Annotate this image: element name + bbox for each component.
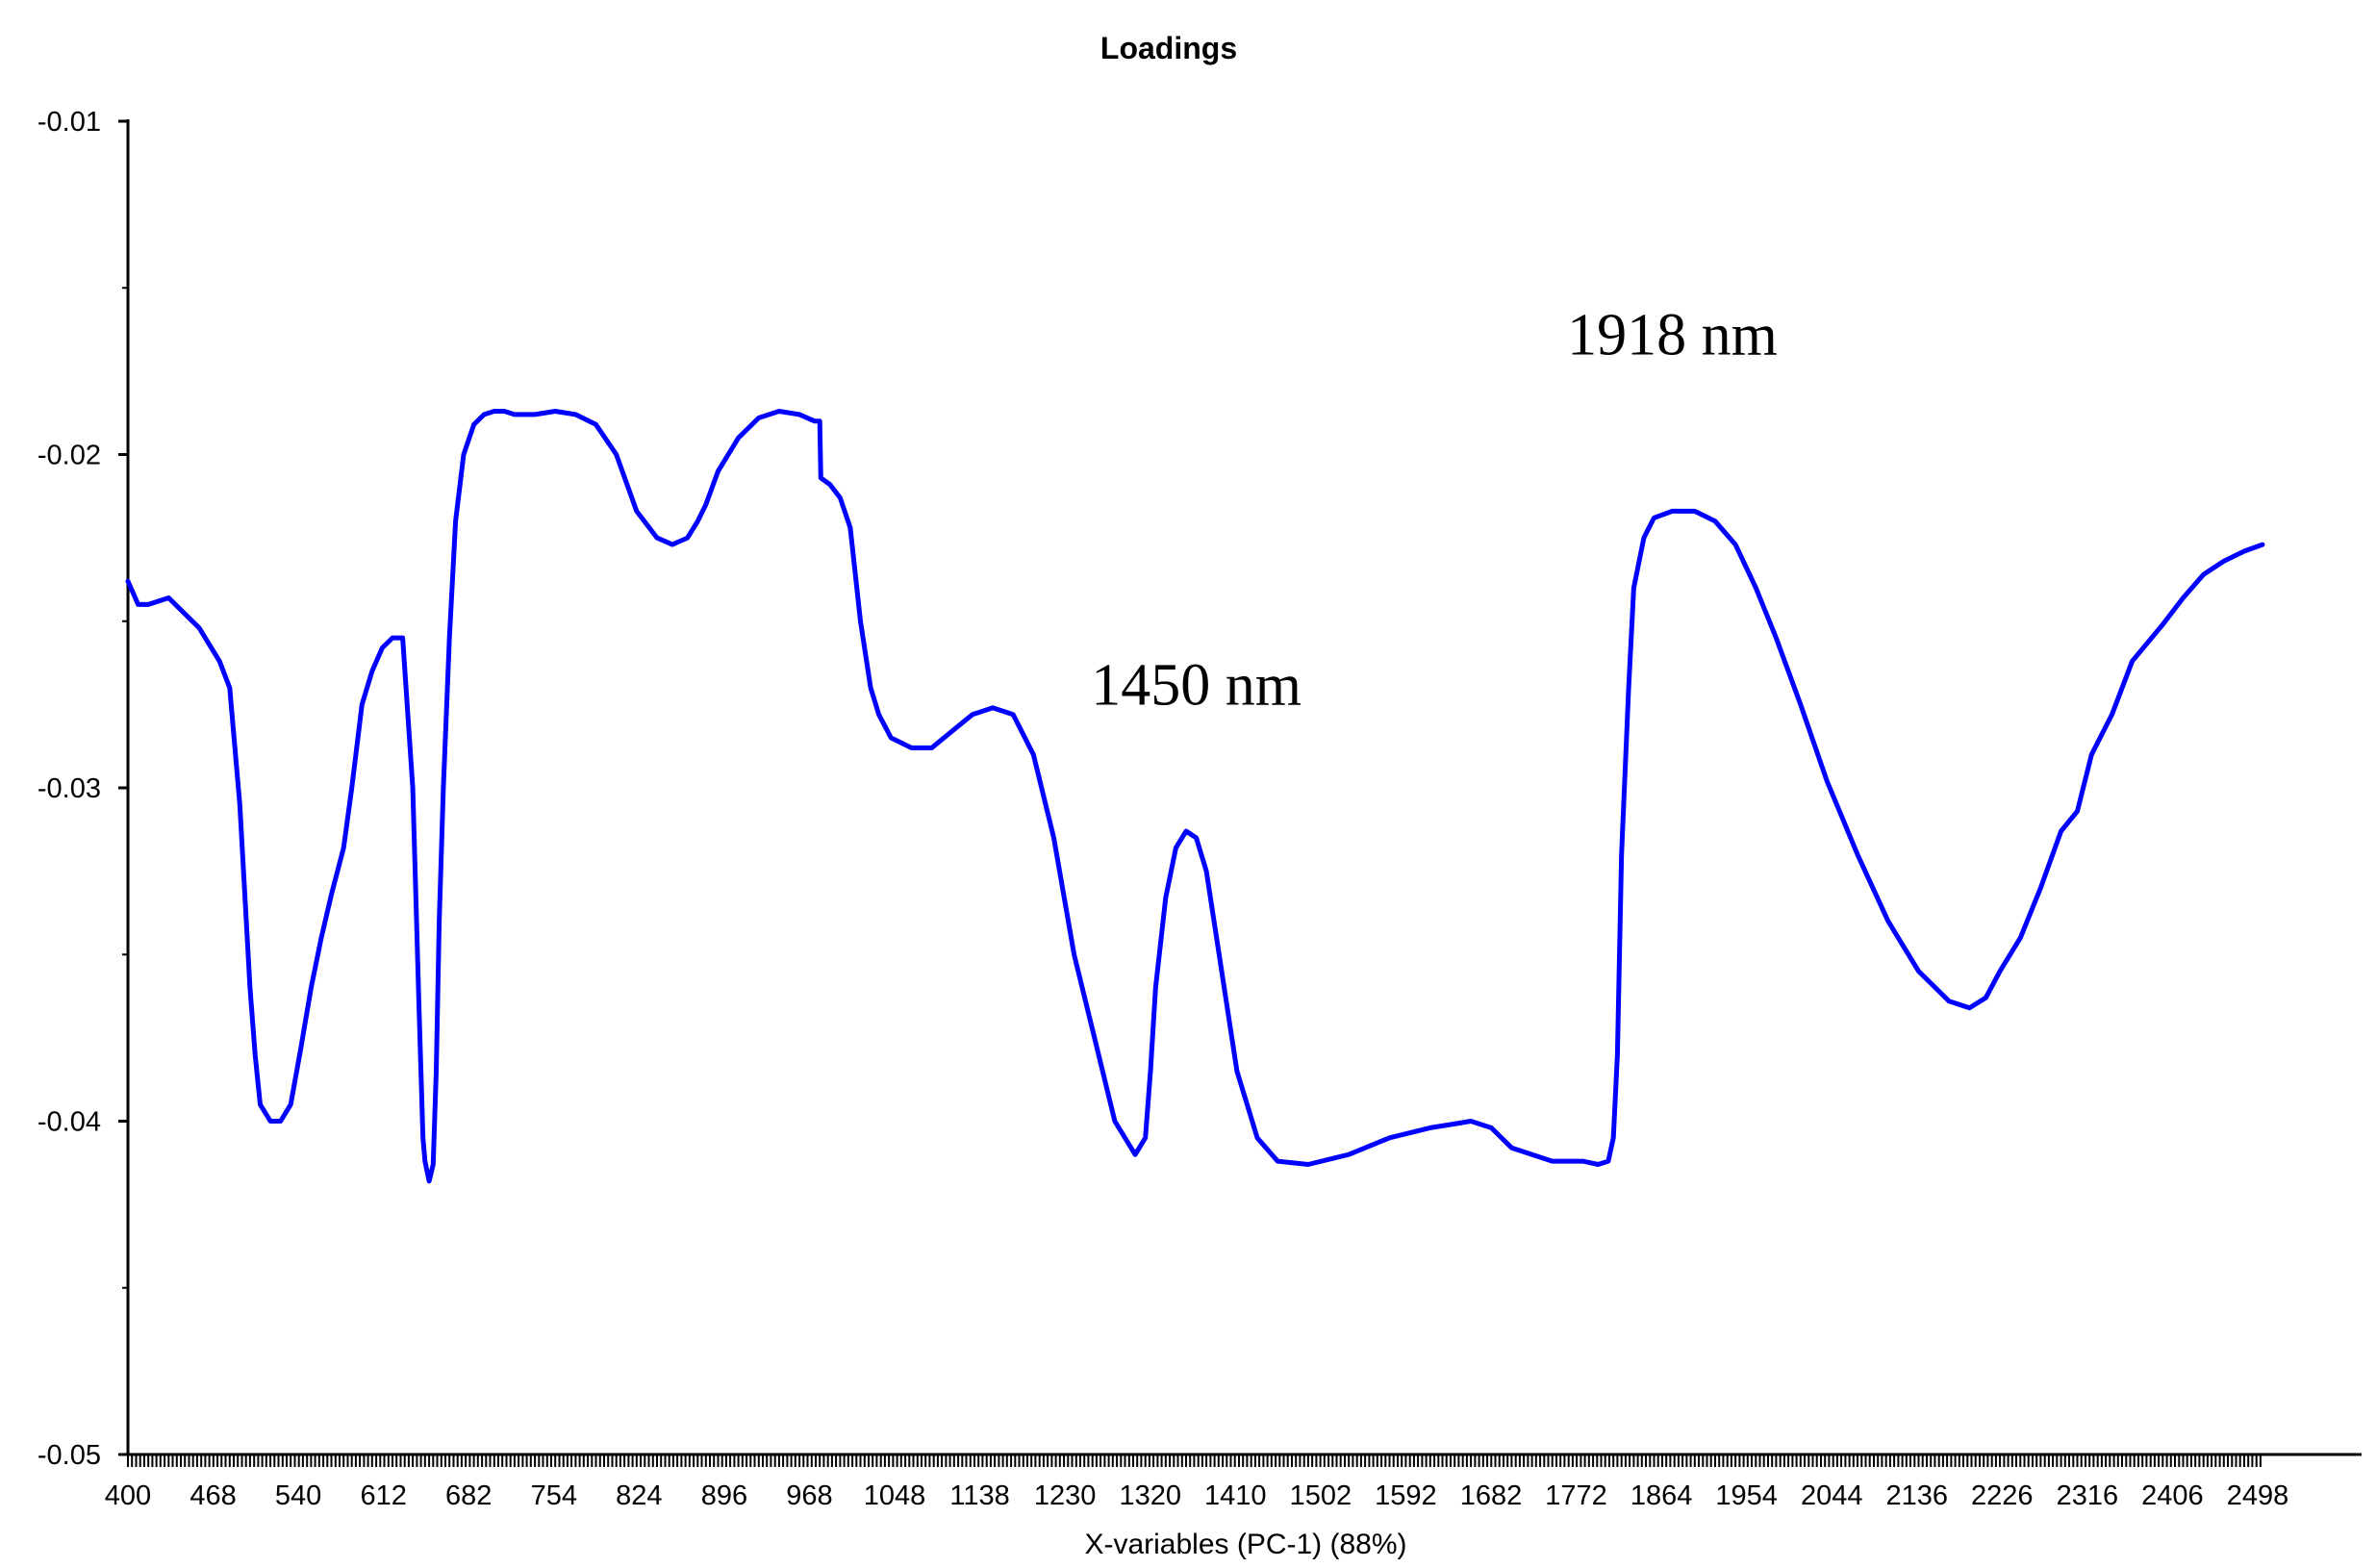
annotations: 1918 nm 1450 nm	[1091, 303, 1778, 719]
x-tick-label: 1772	[1545, 1480, 1607, 1511]
x-tick-label: 540	[275, 1480, 321, 1511]
x-tick-label: 1864	[1630, 1480, 1693, 1511]
x-tick-label: 896	[701, 1480, 747, 1511]
chart-title: Loadings	[1100, 31, 1237, 65]
x-tick-label: 2044	[1801, 1480, 1863, 1511]
y-tick-label: -0.02	[38, 441, 101, 471]
x-tick-label: 1682	[1460, 1480, 1523, 1511]
x-tick-label: 824	[616, 1480, 662, 1511]
x-axis-label: X-variables (PC-1) (88%)	[1084, 1529, 1406, 1560]
x-tick-label: 754	[531, 1480, 577, 1511]
y-tick-label: -0.01	[38, 107, 101, 138]
y-tick-label: -0.04	[38, 1107, 101, 1138]
x-tick-label: 1592	[1375, 1480, 1437, 1511]
pc1-loading-line	[125, 409, 2265, 1184]
x-tick-label: 1048	[864, 1480, 926, 1511]
x-tick-label: 1410	[1204, 1480, 1267, 1511]
x-tick-label: 682	[445, 1480, 492, 1511]
axes	[126, 119, 2362, 1467]
x-tick-label: 1954	[1715, 1480, 1778, 1511]
y-tick-label: -0.05	[38, 1440, 101, 1471]
peak-annotation: 1918 nm	[1567, 303, 1778, 368]
y-axis-ticks: -0.01 -0.02 -0.03 -0.04 -0.05	[38, 107, 128, 1471]
peak-annotation: 1450 nm	[1091, 652, 1302, 718]
x-tick-label: 2226	[1971, 1480, 2034, 1511]
x-tick-label: 1502	[1290, 1480, 1352, 1511]
plot-area	[125, 409, 2265, 1184]
x-tick-label: 1138	[949, 1480, 1009, 1511]
x-tick-label: 2406	[2141, 1480, 2204, 1511]
x-axis-minor-ticks	[127, 1455, 2262, 1467]
x-tick-label: 400	[105, 1480, 151, 1511]
y-tick-label: -0.03	[38, 773, 101, 804]
x-tick-label: 2136	[1886, 1480, 1949, 1511]
x-tick-label: 1320	[1119, 1480, 1181, 1511]
x-tick-label: 612	[360, 1480, 406, 1511]
x-tick-label: 968	[786, 1480, 832, 1511]
x-tick-label: 2498	[2227, 1480, 2289, 1511]
x-tick-label: 1230	[1034, 1480, 1097, 1511]
x-axis-ticks: 400 468 540 612 682 754 824 896 968 1048 1138 1230 1…	[105, 1480, 2288, 1511]
x-tick-label: 2316	[2057, 1480, 2119, 1511]
x-tick-label: 468	[190, 1480, 236, 1511]
